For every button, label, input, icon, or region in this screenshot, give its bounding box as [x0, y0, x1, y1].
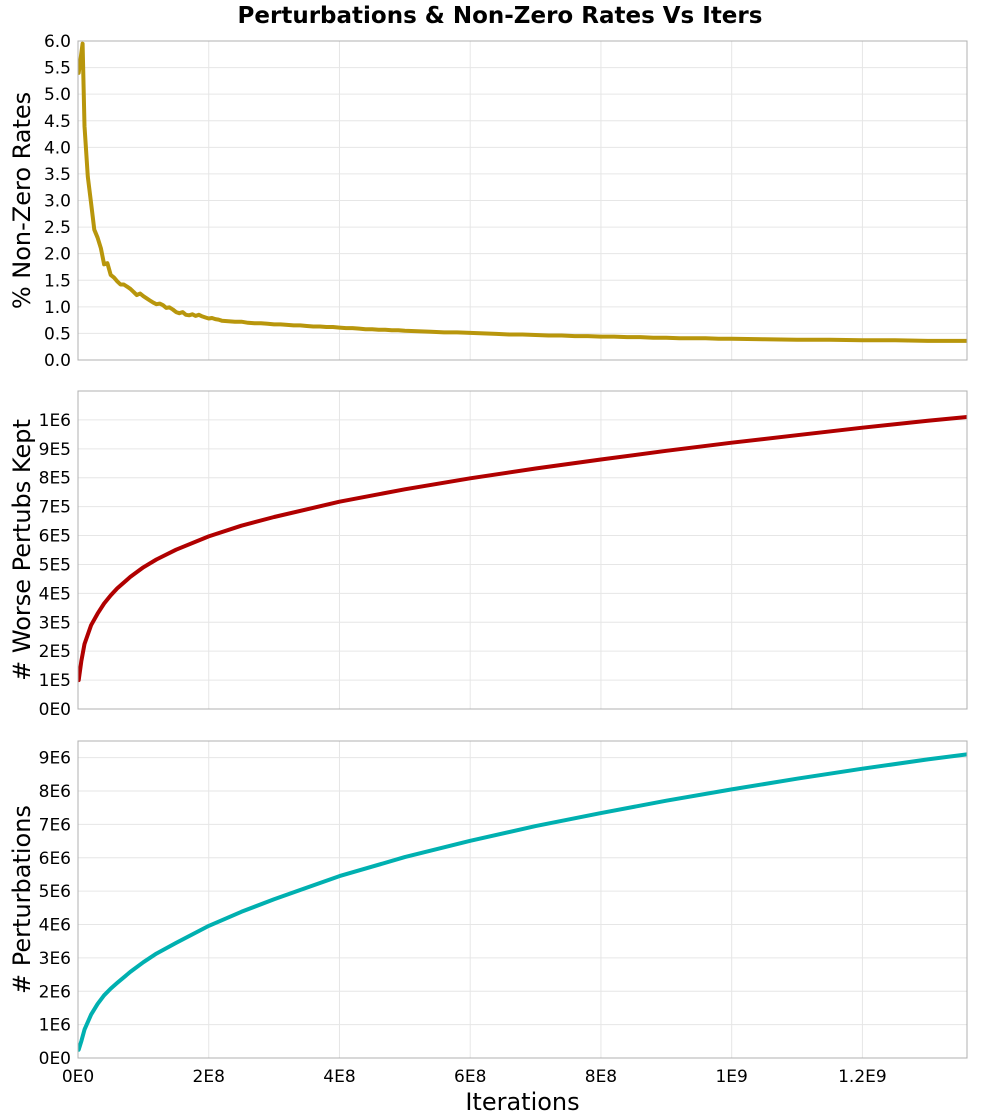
panel-2-ytick-label: 7E5 — [39, 498, 71, 518]
panel-2-ytick-label: 4E5 — [39, 584, 71, 604]
chart-title: Perturbations & Non-Zero Rates Vs Iters — [237, 3, 763, 29]
panel-3-ytick-label: 2E6 — [39, 982, 71, 1002]
panel-3-ytick-label: 7E6 — [39, 815, 71, 835]
panel-3-frame — [77, 740, 968, 1059]
panel-2-frame — [77, 390, 968, 710]
panel-1-ytick-label: 4.0 — [44, 138, 71, 158]
panel-2-background — [78, 391, 967, 709]
panel-3-ytick-label: 9E6 — [39, 749, 71, 769]
panel-2: 0E0 1E5 2E5 3E5 4E5 5E5 6E5 7E5 8E5 9E5 1E6# Worse… — [8, 390, 968, 720]
panel-3-series-line — [78, 752, 967, 1052]
panel-1-ytick-label: 3.0 — [44, 192, 71, 212]
panel-2-ytick-label: 5E5 — [39, 555, 71, 575]
panel-1-ytick-label: 0.5 — [44, 324, 71, 344]
panel-2-ytick-label: 9E5 — [39, 440, 71, 460]
panel-1-ytick-label: 1.5 — [44, 271, 71, 291]
panel-1-ytick-label: 2.0 — [44, 245, 71, 265]
panel-1: 0.0 0.5 1.0 1.5 2.0 2.5 3.0 3.5 4.0 4.5 5.0 5.5 6.0%… — [8, 32, 968, 371]
x-axis-label: Iterations — [465, 1088, 579, 1116]
panel-1-ytick-label: 2.5 — [44, 218, 71, 238]
panel-3-ytick-label: 8E6 — [39, 782, 71, 802]
panel-3-background — [78, 741, 967, 1058]
panel-2-ytick-label: 8E5 — [39, 469, 71, 489]
xtick-label: 8E8 — [585, 1067, 617, 1087]
panel-1-frame — [77, 40, 968, 361]
panel-1-ytick-label: 5.5 — [44, 59, 71, 79]
panel-3-ytick-label: 0E0 — [39, 1049, 71, 1069]
xtick-label: 6E8 — [454, 1067, 486, 1087]
panel-1-series-line — [78, 41, 967, 343]
xtick-label: 4E8 — [323, 1067, 355, 1087]
panel-1-ytick-label: 1.0 — [44, 298, 71, 318]
panel-1-ytick-label: 5.0 — [44, 85, 71, 105]
xtick-label: 1.2E9 — [838, 1067, 887, 1087]
panel-3: 0E0 1E6 2E6 3E6 4E6 5E6 6E6 7E6 8E6 9E6 # Perturba… — [8, 740, 968, 1069]
panel-2-ytick-label: 3E5 — [39, 613, 71, 633]
panel-2-ytick-label: 2E5 — [39, 642, 71, 662]
panel-1-ytick-label: 3.5 — [44, 165, 71, 185]
panel-1-ytick-label: 0.0 — [44, 351, 71, 371]
panel-1-ytick-label: 6.0 — [44, 32, 71, 52]
panel-3-ytick-label: 3E6 — [39, 949, 71, 969]
xtick-label: 0E0 — [62, 1067, 94, 1087]
panel-3-ytick-label: 6E6 — [39, 849, 71, 869]
panel-2-ylabel: # Worse Pertubs Kept — [8, 419, 36, 681]
xtick-label: 2E8 — [193, 1067, 225, 1087]
panel-1-ytick-label: 4.5 — [44, 112, 71, 132]
panel-2-ytick-label: 1E6 — [39, 411, 71, 431]
xtick-label: 1E9 — [715, 1067, 747, 1087]
panel-2-series-line — [78, 415, 967, 683]
panel-2-ytick-label: 0E0 — [39, 700, 71, 720]
panel-3-ylabel: # Perturbations — [8, 805, 36, 994]
panel-2-ytick-label: 1E5 — [39, 671, 71, 691]
panel-2-ytick-label: 6E5 — [39, 527, 71, 547]
panel-1-ylabel: % Non-Zero Rates — [8, 92, 36, 309]
panel-3-ytick-label: 4E6 — [39, 916, 71, 936]
panel-3-ytick-label: 1E6 — [39, 1016, 71, 1036]
panel-3-ytick-label: 5E6 — [39, 882, 71, 902]
